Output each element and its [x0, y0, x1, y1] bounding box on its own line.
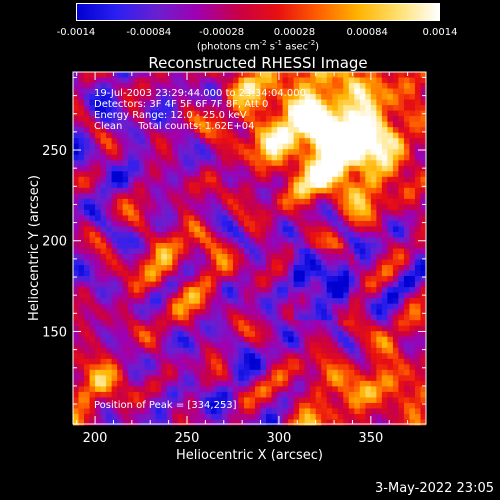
info-line: Energy Range: 12.0 - 25.0 keV	[94, 110, 247, 121]
y-tick-label: 150	[42, 325, 67, 340]
x-tick-label: 200	[83, 431, 108, 446]
x-tick-label: 300	[267, 431, 292, 446]
chart-title: Reconstructed RHESSI Image	[148, 54, 368, 72]
y-axis-label: Heliocentric Y (arcsec)	[27, 175, 42, 321]
x-tick-label: 250	[175, 431, 200, 446]
peak-position-label: Position of Peak = [334,253]	[94, 400, 237, 411]
info-line: 19-Jul-2003 23:29:44.000 to 23:34:04.000	[94, 88, 306, 99]
colorbar-tick-label: -0.00028	[199, 27, 245, 38]
plot-frame	[72, 71, 427, 425]
info-line: Clean Total counts: 1.62E+04	[94, 121, 254, 132]
x-tick-label: 350	[358, 431, 383, 446]
colorbar	[76, 3, 440, 21]
timestamp-footer: 3-May-2022 23:05	[375, 481, 494, 496]
colorbar-tick-label: -0.0014	[56, 27, 96, 38]
colorbar-tick-label: 0.0014	[422, 27, 458, 38]
x-axis-label: Heliocentric X (arcsec)	[176, 448, 323, 463]
info-line: Detectors: 3F 4F 5F 6F 7F 8F, Att 0	[94, 99, 268, 110]
colorbar-tick-label: -0.00084	[126, 27, 172, 38]
colorbar-tick-label: 0.00028	[273, 27, 316, 38]
colorbar-tick-label: 0.00084	[346, 27, 388, 38]
colorbar-units-label: (photons cm-2 s-1 asec-2)	[196, 39, 320, 53]
y-tick-label: 250	[42, 144, 67, 159]
image-pixels	[73, 72, 427, 426]
y-tick-label: 200	[42, 235, 67, 250]
